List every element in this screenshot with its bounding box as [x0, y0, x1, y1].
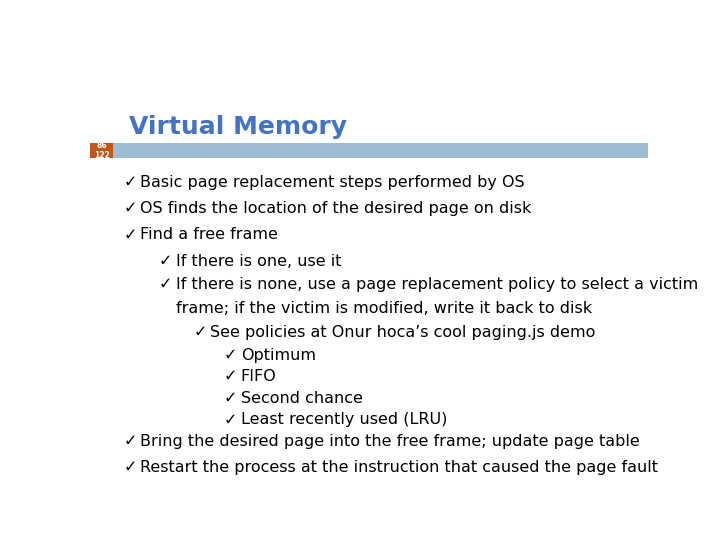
Text: ✓: ✓ [224, 348, 238, 362]
Text: frame; if the victim is modified, write it back to disk: frame; if the victim is modified, write … [176, 301, 593, 316]
Text: 86
122: 86 122 [94, 141, 109, 160]
Text: If there is none, use a page replacement policy to select a victim: If there is none, use a page replacement… [176, 277, 698, 292]
FancyBboxPatch shape [90, 143, 648, 158]
FancyBboxPatch shape [90, 143, 114, 158]
Text: If there is one, use it: If there is one, use it [176, 254, 342, 268]
Text: See policies at Onur hoca’s cool paging.js demo: See policies at Onur hoca’s cool paging.… [210, 325, 595, 340]
Text: OS finds the location of the desired page on disk: OS finds the location of the desired pag… [140, 201, 531, 216]
Text: ✓: ✓ [193, 325, 207, 340]
Text: ✓: ✓ [124, 175, 137, 190]
Text: FIFO: FIFO [240, 369, 276, 384]
Text: ✓: ✓ [224, 369, 238, 384]
Text: Optimum: Optimum [240, 348, 315, 362]
Text: Bring the desired page into the free frame; update page table: Bring the desired page into the free fra… [140, 434, 640, 449]
Text: Restart the process at the instruction that caused the page fault: Restart the process at the instruction t… [140, 460, 658, 475]
Text: ✓: ✓ [158, 277, 172, 292]
Text: Find a free frame: Find a free frame [140, 227, 278, 242]
Text: ✓: ✓ [158, 254, 172, 268]
Text: Virtual Memory: Virtual Memory [129, 114, 347, 139]
Text: ✓: ✓ [224, 413, 238, 427]
Text: ✓: ✓ [124, 434, 137, 449]
Text: Least recently used (LRU): Least recently used (LRU) [240, 413, 447, 427]
Text: ✓: ✓ [124, 460, 137, 475]
Text: ✓: ✓ [224, 391, 238, 406]
Text: ✓: ✓ [124, 227, 137, 242]
Text: Second chance: Second chance [240, 391, 363, 406]
Text: ✓: ✓ [124, 201, 137, 216]
Text: Basic page replacement steps performed by OS: Basic page replacement steps performed b… [140, 175, 525, 190]
